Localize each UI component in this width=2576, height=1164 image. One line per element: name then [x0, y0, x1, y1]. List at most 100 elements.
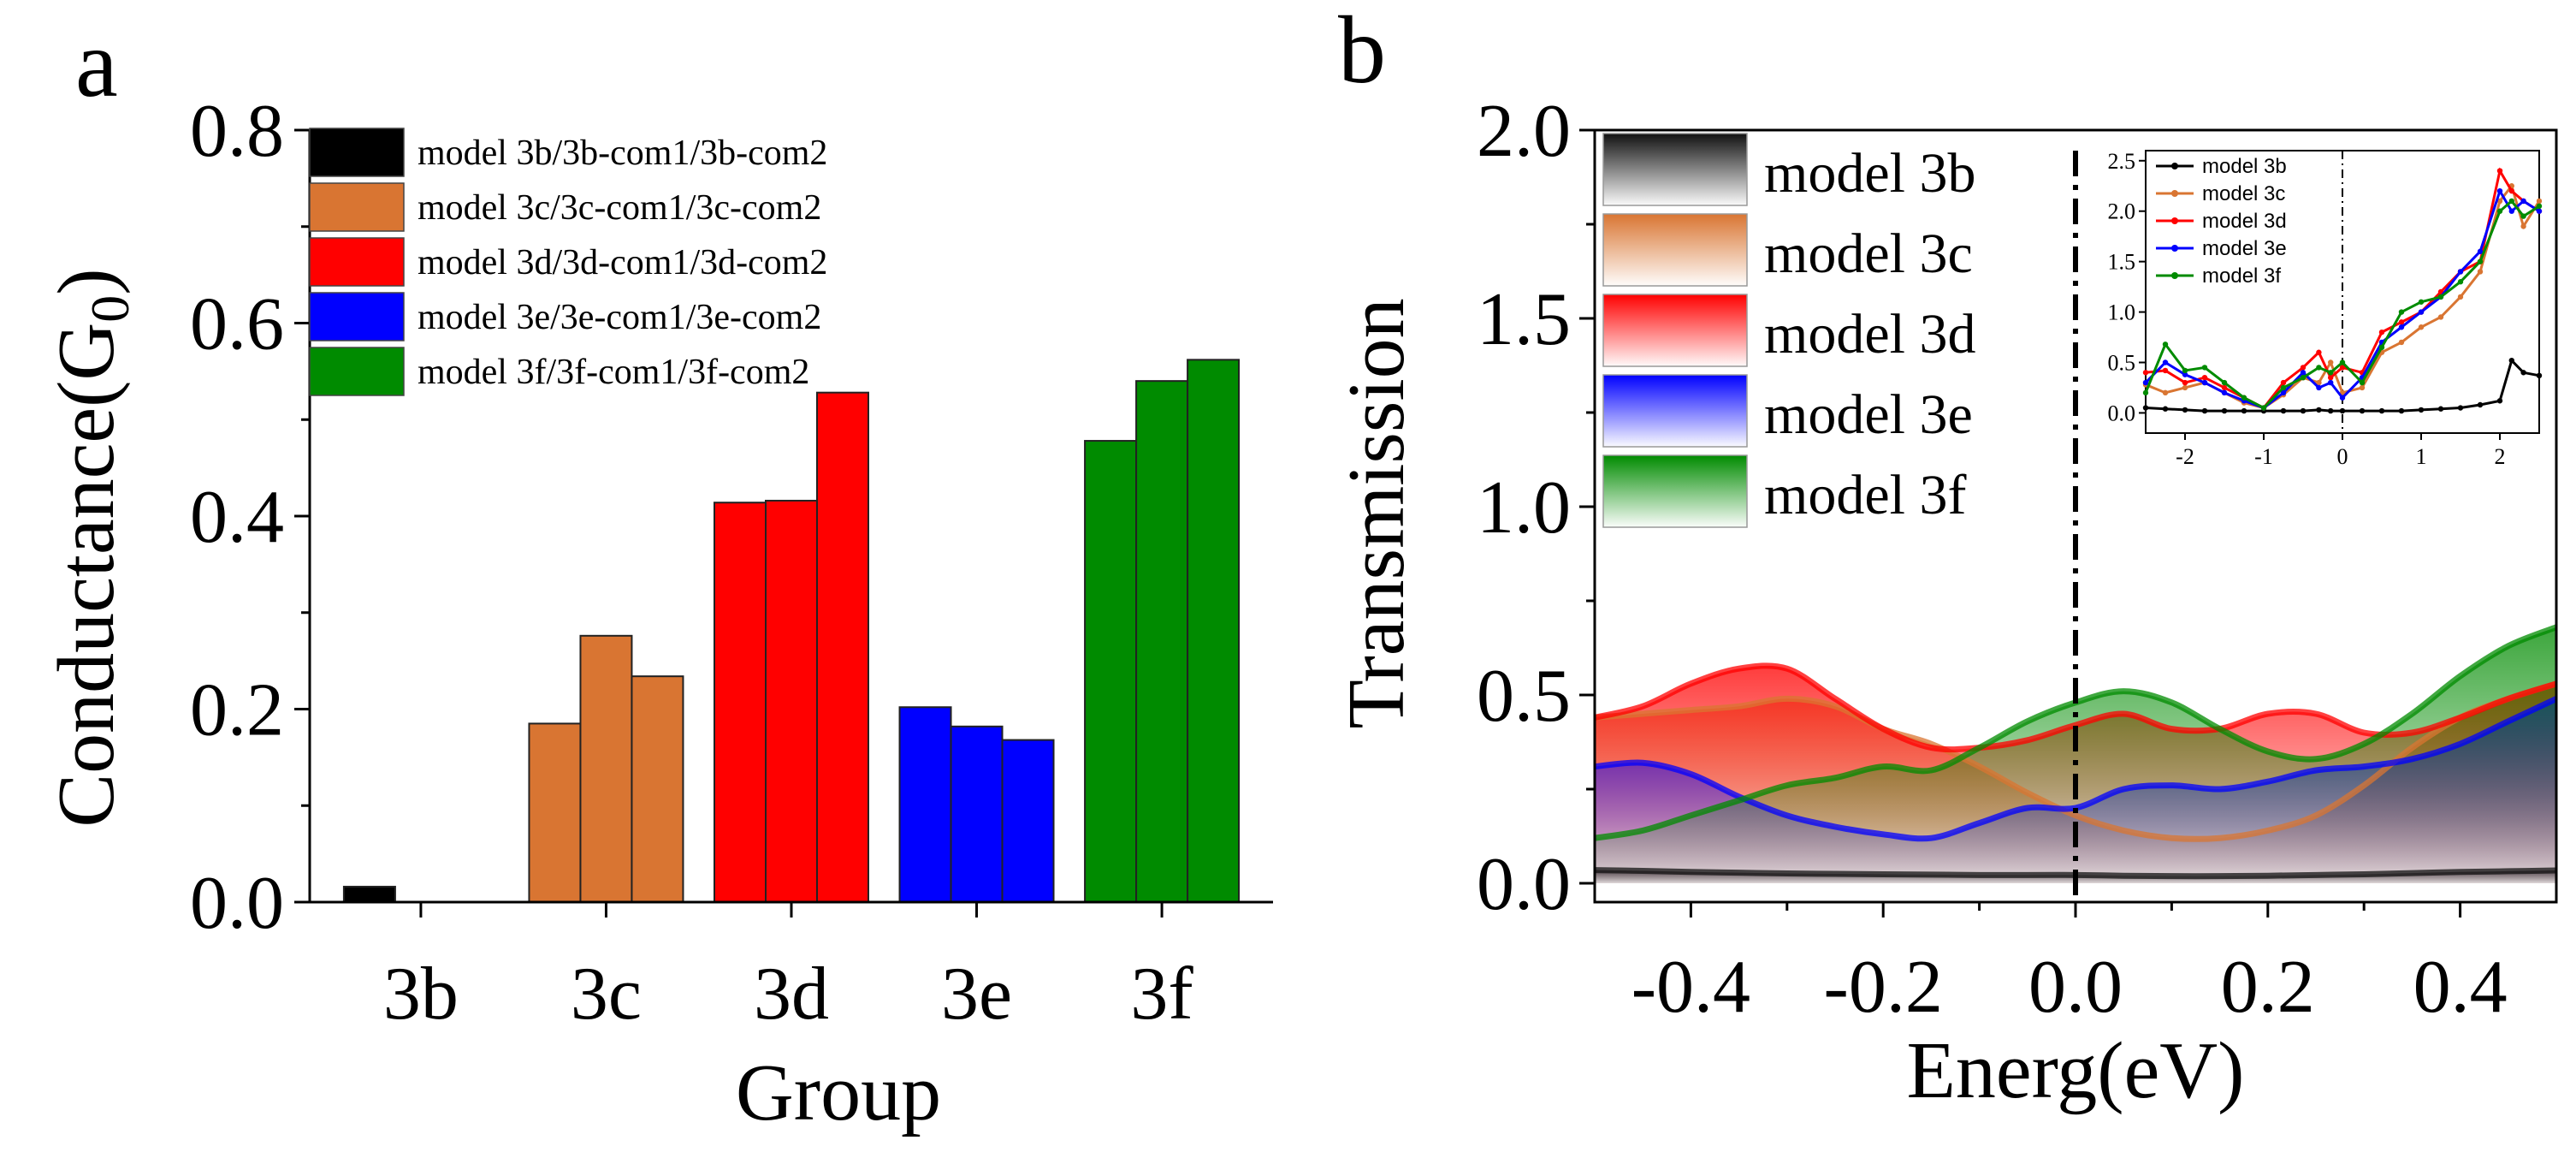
inset-point [2437, 314, 2444, 320]
inset-point [2162, 359, 2169, 365]
inset-point [2316, 384, 2322, 391]
legend-swatch-3b [309, 128, 405, 177]
panel-b-label: b [1338, 0, 1386, 104]
inset-y-tick-label: 2.0 [2108, 199, 2136, 224]
inset-point [2339, 365, 2346, 371]
inset-legend-label: model 3e [2202, 237, 2287, 260]
y-tick-label: 0.0 [190, 862, 284, 945]
inset-point [2221, 389, 2228, 396]
inset-x-tick-label: -2 [2176, 444, 2194, 469]
inset-point [2280, 407, 2287, 414]
inset-point [2201, 379, 2208, 386]
inset-point [2142, 405, 2149, 411]
inset-point [2182, 384, 2188, 391]
inset-point [2477, 248, 2484, 255]
inset-point [2260, 405, 2267, 411]
legend-label-3c: model 3c/3c-com1/3c-com2 [417, 188, 821, 228]
series-line-model-3d [1594, 662, 2558, 753]
inset-point [2300, 370, 2307, 376]
panel-b-x-axis-title: Energ(eV) [1907, 1026, 2245, 1115]
inset-legend-label: model 3c [2202, 182, 2285, 205]
legend-swatch-3e [309, 292, 405, 341]
bar-3b-model [342, 885, 396, 903]
panel-a-bar-chart: a 0.0 0.2 0.4 0.6 0.8 3b 3c 3d 3e 3f Group Condu… [42, 11, 1273, 1137]
bar-3e-model [898, 706, 952, 903]
inset-point [2496, 208, 2503, 214]
inset-point [2339, 359, 2346, 365]
legend-label-3d: model 3d/3d-com1/3d-com2 [417, 243, 827, 282]
legend-label-3f: model 3f/3f-com1/3f-com2 [417, 353, 809, 392]
inset-legend-marker [2171, 245, 2178, 252]
inset-point [2520, 213, 2526, 219]
x-tick-label-3d: 3d [754, 953, 829, 1036]
bar-3f-com1 [1135, 380, 1189, 903]
inset-point [2437, 294, 2444, 300]
inset-point [2182, 407, 2188, 413]
x-tick-label: 0.4 [2413, 946, 2508, 1029]
inset-point [2328, 370, 2334, 376]
inset-legend-marker [2171, 190, 2178, 197]
x-tick-label: -0.2 [1824, 946, 1943, 1029]
x-tick-label-3e: 3e [941, 953, 1012, 1036]
inset-point [2280, 389, 2287, 396]
y-tick-label: 0.4 [190, 476, 284, 559]
inset-point [2142, 389, 2149, 396]
inset-point [2418, 324, 2425, 330]
legend-label-model-3d: model 3d [1764, 303, 1975, 365]
inset-point [2508, 198, 2514, 205]
panel-a-bars [342, 359, 1241, 904]
legend-swatch-model-3d [1602, 294, 1748, 367]
inset-point [2378, 344, 2385, 351]
bar-3d-com1 [765, 499, 818, 904]
inset-x-tick-label: -1 [2254, 444, 2273, 469]
inset-point [2162, 389, 2169, 396]
bar-3d-model [714, 502, 767, 904]
inset-point [2280, 384, 2287, 391]
bar-3c-com2 [631, 675, 684, 903]
inset-point [2477, 269, 2484, 275]
inset-point [2316, 365, 2322, 371]
inset-point [2241, 395, 2247, 401]
inset-point [2359, 407, 2366, 414]
bar-3d-com2 [816, 391, 869, 903]
inset-point [2457, 294, 2464, 300]
inset-point [2496, 168, 2503, 174]
panel-a-legend: model 3b/3b-com1/3b-com2 model 3c/3c-com1… [309, 128, 827, 396]
bar-3f-com2 [1187, 359, 1241, 904]
inset-y-tick-label: 2.5 [2108, 149, 2136, 174]
inset-point [2378, 329, 2385, 336]
panel-b-inset-chart: 0.0 0.5 1.0 1.5 2.0 2.5 -2 -1 0 1 2 model 3b model 3… [2108, 149, 2543, 469]
inset-legend-label: model 3b [2202, 155, 2287, 178]
legend-swatch-3d [309, 237, 405, 287]
panel-a-label: a [75, 11, 118, 117]
inset-point [2182, 367, 2188, 374]
inset-point [2359, 384, 2366, 391]
inset-point [2437, 406, 2444, 412]
inset-point [2339, 407, 2346, 414]
inset-y-tick-label: 0.0 [2108, 401, 2136, 425]
inset-point [2201, 365, 2208, 371]
bar-3e-com2 [1001, 739, 1055, 904]
inset-point [2316, 349, 2322, 355]
inset-legend-label: model 3d [2202, 210, 2287, 233]
panel-b-y-ticks: 0.0 0.5 1.0 1.5 2.0 [1477, 90, 1595, 926]
panel-b-legend: model 3b model 3c model 3d model 3e model 3f [1602, 133, 1975, 528]
inset-point [2520, 223, 2526, 229]
panel-a-y-ticks: 0.0 0.2 0.4 0.6 0.8 [190, 90, 310, 945]
inset-legend-marker [2171, 163, 2178, 169]
inset-point [2477, 258, 2484, 264]
inset-point [2457, 279, 2464, 285]
inset-point [2398, 407, 2405, 414]
inset-point [2142, 370, 2149, 376]
legend-swatch-3c [309, 182, 405, 232]
y-tick-label: 1.0 [1477, 466, 1571, 549]
inset-point [2508, 357, 2514, 364]
legend-label-model-3c: model 3c [1764, 223, 1973, 285]
inset-point [2520, 198, 2526, 205]
x-tick-label: 0.0 [2028, 946, 2123, 1029]
inset-point [2221, 407, 2228, 414]
inset-point [2300, 407, 2307, 414]
inset-point [2457, 405, 2464, 411]
bar-3f-model [1084, 440, 1138, 903]
inset-point [2536, 372, 2543, 379]
